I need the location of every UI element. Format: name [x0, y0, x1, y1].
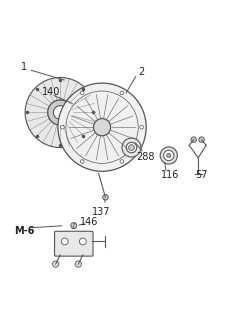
FancyBboxPatch shape	[55, 231, 93, 256]
Circle shape	[80, 91, 84, 95]
Circle shape	[120, 160, 124, 163]
Text: 140: 140	[42, 87, 60, 97]
Text: M-6: M-6	[14, 226, 34, 236]
Circle shape	[79, 238, 86, 245]
Text: 288: 288	[136, 152, 154, 162]
Text: 57: 57	[195, 170, 208, 180]
Circle shape	[103, 195, 108, 200]
Circle shape	[122, 138, 141, 157]
Circle shape	[48, 100, 73, 125]
Circle shape	[61, 238, 68, 245]
Circle shape	[140, 125, 143, 129]
Circle shape	[120, 91, 124, 95]
Text: 2: 2	[139, 67, 145, 77]
Text: 146: 146	[80, 217, 99, 227]
Circle shape	[164, 150, 174, 161]
Circle shape	[126, 142, 137, 153]
Circle shape	[167, 153, 171, 158]
Circle shape	[71, 223, 77, 228]
Circle shape	[129, 145, 134, 150]
Circle shape	[25, 77, 95, 148]
Circle shape	[75, 261, 82, 267]
Circle shape	[191, 137, 196, 142]
Circle shape	[80, 160, 84, 163]
Text: 137: 137	[92, 207, 110, 217]
Text: 116: 116	[161, 170, 179, 180]
Circle shape	[58, 83, 146, 171]
Circle shape	[52, 261, 59, 267]
Circle shape	[160, 147, 177, 164]
Circle shape	[93, 119, 111, 136]
Circle shape	[53, 106, 67, 119]
Circle shape	[61, 125, 64, 129]
Circle shape	[48, 100, 73, 125]
Text: 1: 1	[21, 62, 27, 72]
Circle shape	[199, 137, 204, 142]
